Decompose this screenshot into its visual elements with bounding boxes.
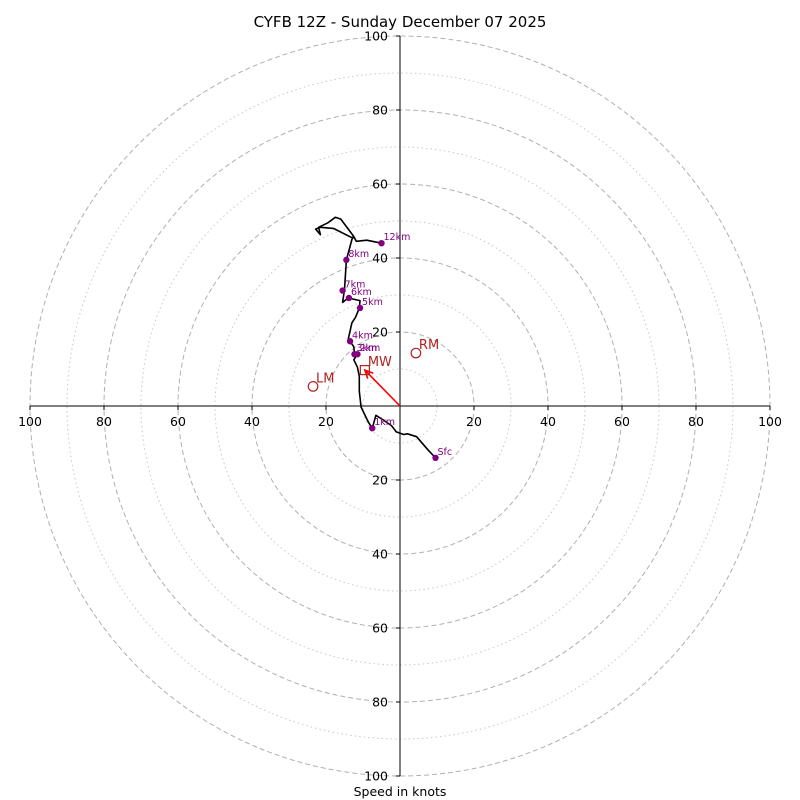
height-label-12km: 12km	[384, 232, 411, 243]
x-tick-label: 60	[170, 414, 186, 429]
height-label-4km: 4km	[352, 330, 373, 341]
tick-labels: 100 80 60 40 20 20 40 60 80 100 100 80 60 40 20 20 40 60 8…	[18, 29, 782, 784]
x-tick-label: 60	[614, 414, 630, 429]
height-marker-6km	[345, 294, 353, 302]
height-label-5km: 5km	[362, 297, 383, 308]
storm-motion-label-RM: RM	[419, 338, 439, 353]
x-tick-label: 20	[318, 414, 334, 429]
hodograph-line	[314, 216, 437, 459]
y-tick-label: 80	[372, 103, 388, 118]
height-marker-5km	[356, 304, 364, 312]
x-tick-label: 40	[244, 414, 260, 429]
height-label-7km: 7km	[345, 280, 366, 291]
height-label-3km: 3km	[356, 343, 377, 354]
y-tick-label: 40	[372, 547, 388, 562]
x-tick-label: 80	[688, 414, 704, 429]
y-tick-label: 20	[372, 473, 388, 488]
height-label-8km: 8km	[348, 249, 369, 260]
height-marker-3km	[351, 351, 358, 358]
storm-motion-marker-MW	[359, 365, 370, 376]
height-marker-1km	[369, 425, 376, 432]
x-tick-label: 20	[466, 414, 482, 429]
storm-motion-label-MW: MW	[368, 355, 392, 370]
x-tick-label: 80	[96, 414, 112, 429]
y-tick-label: 20	[372, 325, 388, 340]
x-tick-label: 100	[18, 414, 42, 429]
height-marker-8km	[343, 256, 350, 264]
x-axis-label: Speed in knots	[354, 784, 447, 799]
y-tick-label: 100	[364, 29, 388, 44]
x-tick-label: 40	[540, 414, 556, 429]
y-tick-label: 40	[372, 251, 388, 266]
shear-vector-line	[364, 369, 401, 407]
chart-title: CYFB 12Z - Sunday December 07 2025	[254, 13, 547, 31]
height-label-6km: 6km	[351, 287, 372, 298]
height-marker-12km	[378, 240, 385, 247]
height-marker-4km	[346, 338, 354, 345]
y-tick-label: 60	[372, 621, 388, 636]
shear-vector-arrowhead	[363, 368, 374, 379]
y-tick-label: 60	[372, 177, 388, 192]
y-tick-label: 80	[372, 695, 388, 710]
y-tick-label: 100	[364, 769, 388, 784]
storm-motion-markers: RM LM MW	[307, 338, 439, 392]
storm-motion-label-LM: LM	[316, 371, 334, 386]
height-label-2km: 2km	[359, 343, 380, 354]
height-marker-7km	[339, 287, 346, 294]
x-tick-label: 100	[758, 414, 782, 429]
height-label-1km: 1km	[374, 417, 395, 428]
hodograph-trace	[314, 216, 437, 459]
height-marker-Sfc	[432, 454, 439, 461]
storm-motion-marker-RM	[410, 347, 422, 359]
storm-motion-marker-LM	[307, 380, 319, 392]
height-label-Sfc: Sfc	[438, 447, 453, 458]
